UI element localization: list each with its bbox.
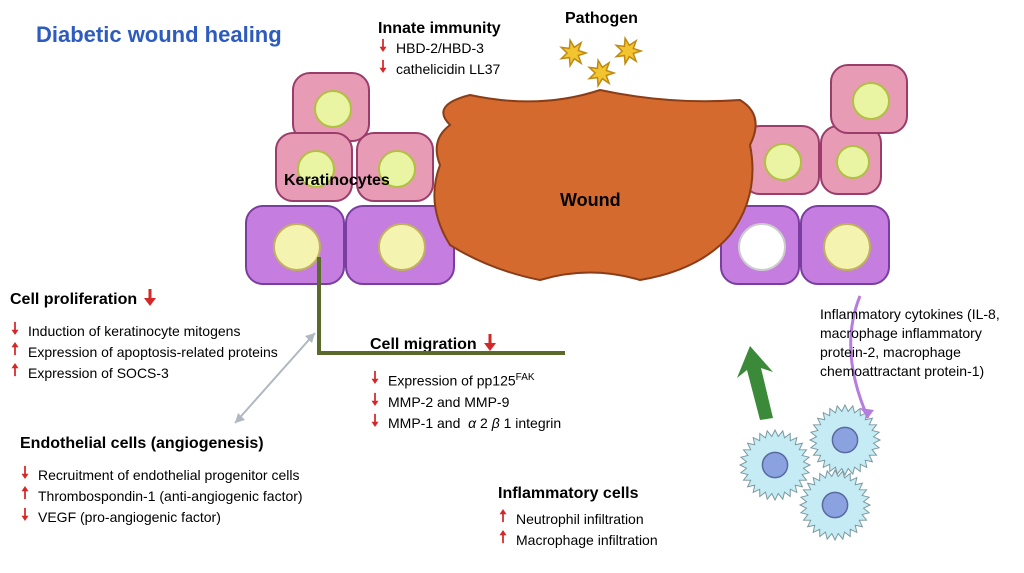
olive-connector	[315, 253, 575, 363]
nucleus	[852, 82, 891, 121]
nucleus	[823, 223, 871, 271]
list-item: Neutrophil infiltration	[498, 509, 738, 530]
nucleus	[836, 145, 870, 179]
down-arrow-icon	[10, 321, 22, 335]
keratinocyte-cell	[275, 132, 353, 202]
down-arrow-icon	[370, 413, 382, 427]
item-text: MMP-2 and MMP-9	[388, 392, 509, 413]
list-item: MMP-2 and MMP-9	[370, 392, 630, 413]
down-arrow-icon	[20, 465, 32, 479]
cell-proliferation-heading: Cell proliferation	[10, 291, 137, 309]
keratinocytes-label: Keratinocytes	[284, 172, 390, 190]
keratinocyte-cell	[830, 64, 908, 134]
endothelial-block: Endothelial cells (angiogenesis) Recruit…	[20, 435, 360, 528]
item-text: Expression of SOCS-3	[28, 363, 169, 384]
down-arrow-icon	[370, 370, 382, 384]
list-item: MMP-1 and α 2 β 1 integrin	[370, 413, 630, 434]
nucleus	[314, 90, 353, 129]
lower-cell	[800, 205, 890, 285]
list-item: VEGF (pro-angiogenic factor)	[20, 507, 360, 528]
item-text: Thrombospondin-1 (anti-angiogenic factor…	[38, 486, 303, 507]
item-text: VEGF (pro-angiogenic factor)	[38, 507, 221, 528]
up-arrow-icon	[498, 530, 510, 544]
list-item: Expression of pp125FAK	[370, 370, 630, 392]
up-arrow-icon	[10, 342, 22, 356]
keratinocyte-cell	[820, 125, 882, 195]
endothelial-heading: Endothelial cells (angiogenesis)	[20, 435, 360, 453]
down-arrow-icon	[143, 288, 157, 311]
list-item: Recruitment of endothelial progenitor ce…	[20, 465, 360, 486]
nucleus	[762, 452, 787, 477]
nucleus	[822, 492, 847, 517]
inflammatory-heading: Inflammatory cells	[498, 485, 738, 503]
item-text: MMP-1 and α 2 β 1 integrin	[388, 413, 561, 434]
cytokines-text: Inflammatory cytokines (IL-8, macrophage…	[820, 305, 1020, 381]
nucleus	[832, 427, 857, 452]
list-item: Macrophage infiltration	[498, 530, 738, 551]
up-arrow-icon	[498, 509, 510, 523]
item-text: Neutrophil infiltration	[516, 509, 644, 530]
green-arrow	[715, 340, 785, 430]
item-text: Macrophage infiltration	[516, 530, 658, 551]
item-text: Recruitment of endothelial progenitor ce…	[38, 465, 299, 486]
item-text: Expression of pp125FAK	[388, 370, 535, 392]
wound-label: Wound	[560, 190, 621, 211]
down-arrow-icon	[370, 392, 382, 406]
gray-double-arrow	[220, 318, 330, 438]
down-arrow-icon	[20, 507, 32, 521]
nucleus	[273, 223, 321, 271]
list-item: Thrombospondin-1 (anti-angiogenic factor…	[20, 486, 360, 507]
item-text: Induction of keratinocyte mitogens	[28, 321, 240, 342]
up-arrow-icon	[10, 363, 22, 377]
up-arrow-icon	[20, 486, 32, 500]
inflammatory-cells-block: Inflammatory cells Neutrophil infiltrati…	[498, 485, 738, 551]
